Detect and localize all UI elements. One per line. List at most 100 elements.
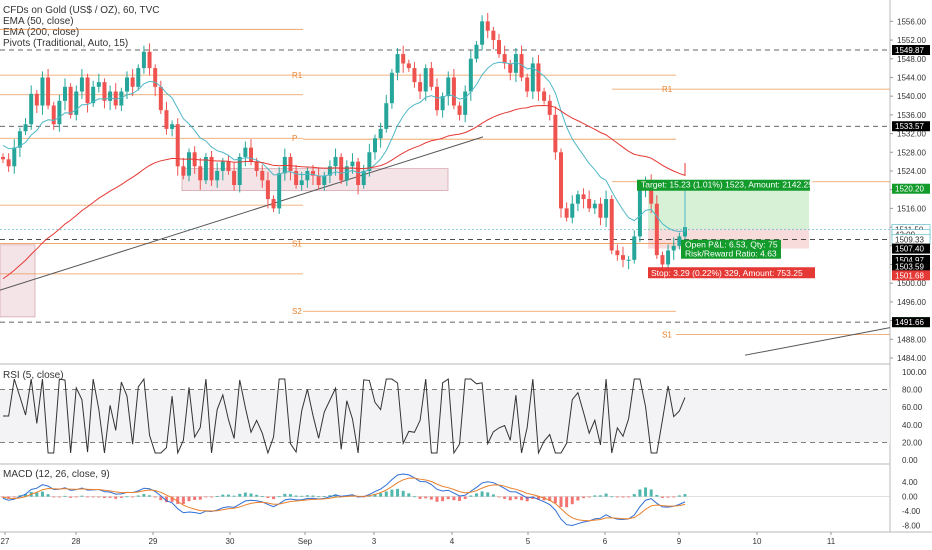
macd-histogram-bar [136,495,140,497]
price-label: 1533.57 [895,122,924,131]
macd-histogram-bar [288,494,292,497]
macd-histogram-bar [266,496,270,499]
candle-body [136,68,141,87]
rsi-tick-label: 20.00 [902,438,923,447]
candle-body [271,199,276,209]
candle-body [570,203,575,218]
candle-body [480,21,485,45]
macd-histogram-bar [334,494,338,497]
macd-histogram-bar [238,493,242,497]
rsi-tick-label: 100.00 [902,368,927,377]
time-tick-label: 3 [372,537,377,546]
price-label: 1504.97 [895,256,924,265]
candle-body [418,82,423,92]
macd-histogram-bar [452,496,456,501]
candle-body [615,250,620,256]
time-tick-label: 5 [526,537,531,546]
macd-histogram-bar [108,496,112,498]
macd-histogram-bar [193,496,197,500]
candle-body [519,54,524,78]
macd-histogram-bar [531,496,535,499]
candle-body [74,91,79,115]
macd-histogram-bar [469,495,473,497]
candle-body [373,138,377,153]
candle-body [102,82,107,101]
candle-body [423,68,428,92]
macd-histogram-bar [396,488,400,497]
macd-histogram-bar [125,496,129,498]
macd-histogram-bar [384,491,388,497]
price-label-box [892,261,930,272]
price-label: 1503.59 [895,262,924,271]
macd-histogram-bar [644,487,648,497]
macd-histogram-bar [176,496,180,504]
macd-histogram-bar [407,493,411,497]
candle-body [389,72,394,104]
macd-histogram-bar [86,496,90,498]
candle-body [29,93,34,125]
macd-histogram-bar [373,493,377,497]
price-label-box [892,183,930,194]
candle-body [119,91,124,106]
candle-body [226,161,231,171]
rsi-legend: RSI (5, close) [3,370,64,381]
price-label-box [892,254,930,265]
macd-histogram-bar [435,496,439,502]
candle-body [85,77,90,104]
macd-histogram-bar [170,496,174,502]
rsi-tick-label: 40.00 [902,421,923,430]
candle-body [536,63,541,92]
macd-histogram-bar [480,491,484,497]
candle-body [401,54,406,64]
candle-body [34,93,39,106]
candle-body [547,100,552,115]
candle-body [299,180,304,185]
time-tick-label: 30 [226,537,235,546]
macd-signal-line [2,477,686,522]
macd-histogram-bar [204,496,208,498]
ema200-legend: EMA (200, close) [3,27,80,38]
macd-histogram-bar [305,495,309,497]
candle-body [249,147,253,162]
macd-histogram-bar [181,496,185,505]
macd-histogram-bar [610,496,614,498]
macd-histogram-bar [418,496,422,499]
macd-histogram-bar [458,496,462,501]
candle-body [356,161,361,185]
candle-body [508,63,513,73]
price-tick-label: 1556.00 [897,17,926,26]
macd-histogram-bar [655,494,659,497]
macd-histogram-bar [553,496,557,504]
candle-body [322,175,327,185]
pivot-label: P [292,134,297,143]
macd-histogram-bar [587,496,591,498]
candle-body [113,91,118,106]
time-tick-label: Sep [298,537,313,546]
ema50-line [2,61,686,233]
macd-histogram-bar [632,494,636,497]
candle-body [311,170,315,176]
candle-body [666,250,671,265]
candle-body [40,77,45,106]
price-tick-label: 1496.00 [897,298,926,307]
candle-body [209,156,214,181]
candle-body [181,166,186,176]
candle-body [468,58,473,92]
candle-body [592,203,597,209]
macd-histogram-bar [666,496,670,498]
time-tick-label: 28 [72,537,81,546]
candle-body [254,161,259,171]
candle-body [141,51,146,69]
price-tick-label: 1548.00 [897,55,926,64]
candle-body [395,54,400,73]
macd-histogram-bar [649,489,653,497]
macd-histogram-bar [536,496,540,500]
pivot-label: S1 [292,239,302,248]
macd-histogram-bar [221,494,225,497]
candle-body [125,77,129,92]
macd-histogram-bar [260,496,264,498]
macd-histogram-bar [593,495,597,497]
rsi-line [2,377,686,455]
candle-body [12,147,17,167]
